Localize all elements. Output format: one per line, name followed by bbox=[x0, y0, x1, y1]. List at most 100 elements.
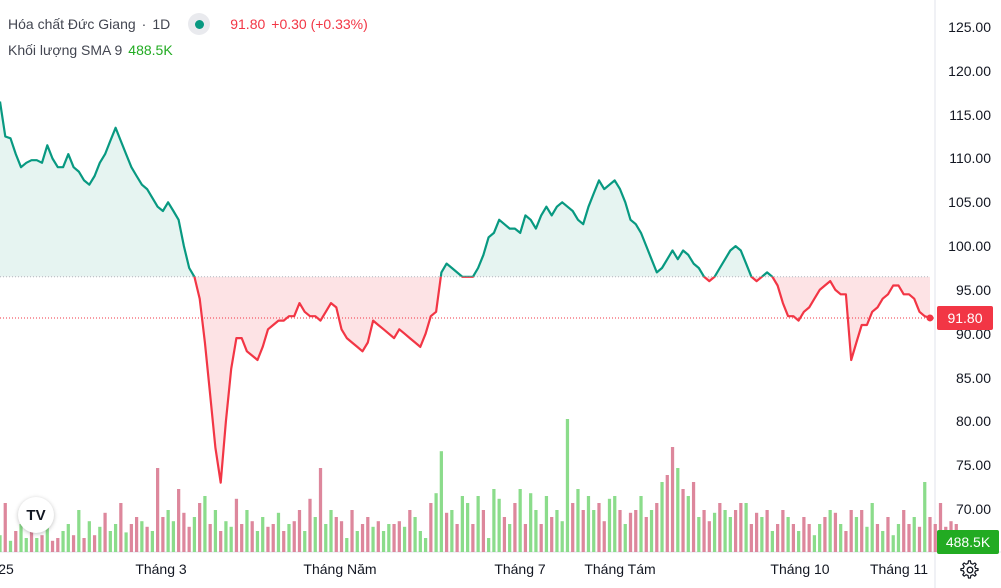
volume-bar bbox=[765, 510, 769, 552]
volume-indicator-label[interactable]: Khối lượng SMA 9 bbox=[8, 42, 123, 58]
volume-bar bbox=[14, 531, 18, 552]
volume-bar bbox=[560, 521, 564, 552]
volume-bar bbox=[313, 517, 317, 552]
volume-bar bbox=[712, 512, 717, 552]
volume-bar bbox=[182, 512, 186, 552]
volume-bar bbox=[581, 510, 585, 552]
volume-bar bbox=[754, 512, 759, 552]
volume-bar bbox=[881, 531, 885, 552]
volume-bar bbox=[818, 524, 822, 552]
volume-bar bbox=[282, 531, 286, 552]
price-tick-label: 110.00 bbox=[949, 150, 991, 167]
volume-bar bbox=[660, 482, 664, 552]
volume-bar bbox=[665, 475, 669, 552]
volume-bar bbox=[418, 531, 422, 552]
volume-bar bbox=[760, 517, 764, 552]
tradingview-logo-icon[interactable]: TV bbox=[18, 497, 54, 533]
volume-bar bbox=[676, 468, 680, 552]
volume-bar bbox=[923, 482, 927, 552]
volume-bar bbox=[917, 526, 922, 552]
volume-bar bbox=[513, 503, 517, 552]
volume-bar bbox=[613, 496, 617, 552]
chart-legend-main: Hóa chất Đức Giang · 1D 91.80 +0.30 (+0.… bbox=[8, 13, 368, 35]
volume-bar bbox=[565, 419, 570, 552]
volume-bar bbox=[345, 538, 349, 552]
volume-bar bbox=[261, 517, 265, 552]
volume-bar bbox=[933, 524, 937, 552]
volume-bar bbox=[807, 524, 811, 552]
volume-bar bbox=[812, 535, 817, 552]
volume-bar bbox=[502, 517, 507, 552]
volume-bar bbox=[707, 521, 711, 552]
volume-bar bbox=[797, 531, 801, 552]
volume-bar bbox=[550, 517, 554, 552]
area-fill-above-baseline bbox=[0, 101, 773, 277]
volume-bar bbox=[187, 526, 191, 552]
volume-bar bbox=[681, 489, 685, 552]
volume-bar bbox=[628, 512, 633, 552]
volume-bar bbox=[870, 503, 874, 552]
volume-bar bbox=[203, 496, 207, 552]
market-status-dot-icon[interactable] bbox=[188, 13, 211, 35]
volume-bar bbox=[24, 538, 28, 552]
volume-bar bbox=[865, 526, 869, 552]
volume-bar bbox=[387, 524, 391, 552]
volume-bar bbox=[156, 468, 160, 552]
volume-bar bbox=[208, 524, 212, 552]
price-line-below bbox=[193, 276, 931, 484]
volume-bar bbox=[219, 531, 223, 552]
price-tick-label: 105.00 bbox=[948, 194, 991, 211]
volume-bar bbox=[129, 524, 133, 552]
last-price-point bbox=[926, 314, 934, 322]
last-price-tag: 91.80 bbox=[937, 306, 993, 330]
volume-bar bbox=[250, 521, 254, 552]
volume-bar bbox=[886, 517, 890, 552]
gear-icon[interactable] bbox=[960, 560, 980, 580]
volume-bar bbox=[429, 503, 433, 552]
volume-bar bbox=[56, 538, 60, 552]
volume-bar bbox=[455, 524, 459, 552]
symbol-name[interactable]: Hóa chất Đức Giang bbox=[8, 16, 136, 32]
volume-bar bbox=[534, 510, 538, 552]
volume-value: 488.5K bbox=[128, 42, 173, 58]
price-tick-label: 95.00 bbox=[955, 281, 991, 298]
volume-legend: Khối lượng SMA 9 488.5K bbox=[8, 42, 173, 58]
legend-separator: · bbox=[141, 16, 147, 32]
volume-bar bbox=[423, 538, 428, 552]
volume-bar bbox=[318, 468, 323, 552]
volume-bar bbox=[108, 531, 112, 552]
volume-bar bbox=[29, 517, 34, 552]
volume-bar bbox=[287, 524, 291, 552]
volume-bar bbox=[171, 521, 176, 552]
volume-tag: 488.5K bbox=[937, 530, 999, 554]
volume-bar bbox=[192, 517, 197, 552]
volume-bar bbox=[303, 531, 307, 552]
volume-bar bbox=[697, 517, 701, 552]
volume-bar bbox=[733, 510, 738, 552]
volume-bar bbox=[392, 524, 396, 552]
volume-bar bbox=[8, 540, 13, 552]
volume-bar bbox=[497, 498, 501, 552]
volume-bar bbox=[40, 535, 44, 552]
volume-bar bbox=[670, 447, 675, 552]
volume-bar bbox=[198, 503, 202, 552]
volume-bar bbox=[360, 524, 365, 552]
volume-bar bbox=[150, 531, 154, 552]
volume-bar bbox=[828, 510, 832, 552]
volume-bar bbox=[103, 512, 107, 552]
volume-bar bbox=[896, 524, 901, 552]
price-tick-label: 100.00 bbox=[948, 238, 991, 255]
volume-bar bbox=[466, 503, 470, 552]
volume-bar bbox=[739, 503, 743, 552]
time-tick-label: Tháng Năm bbox=[303, 561, 377, 577]
price-tick-label: 80.00 bbox=[955, 413, 991, 430]
interval-label[interactable]: 1D bbox=[152, 16, 171, 32]
volume-bar bbox=[229, 526, 233, 552]
volume-bar bbox=[571, 503, 575, 552]
volume-bar bbox=[492, 489, 496, 552]
volume-bar bbox=[82, 538, 86, 552]
volume-bar bbox=[907, 524, 911, 552]
volume-bar bbox=[744, 503, 748, 552]
volume-bar bbox=[297, 510, 302, 552]
